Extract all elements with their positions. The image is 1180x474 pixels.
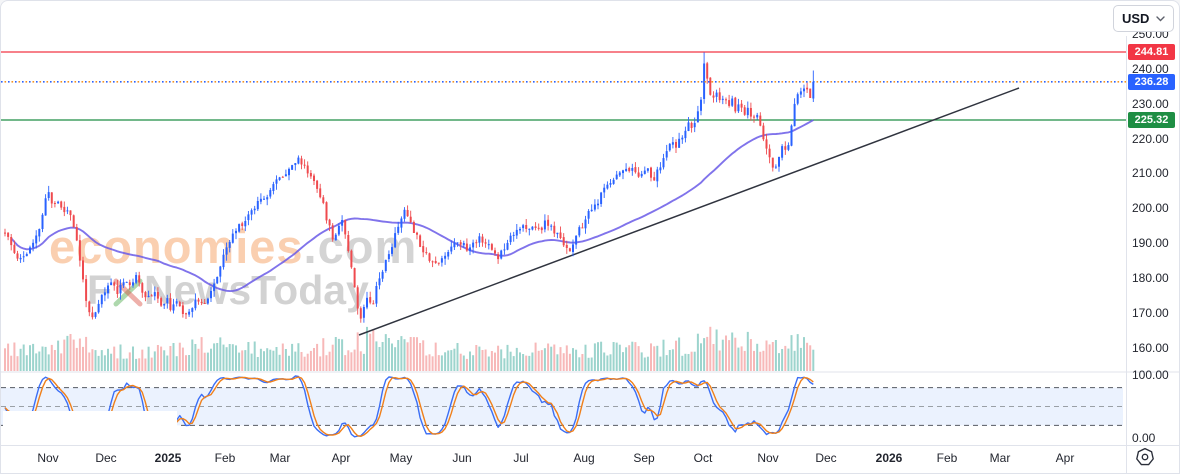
chevron-down-icon [1156,15,1165,21]
settings-gear-icon[interactable] [1135,447,1155,467]
currency-label: USD [1122,11,1150,26]
currency-dropdown[interactable]: USD [1113,5,1174,32]
